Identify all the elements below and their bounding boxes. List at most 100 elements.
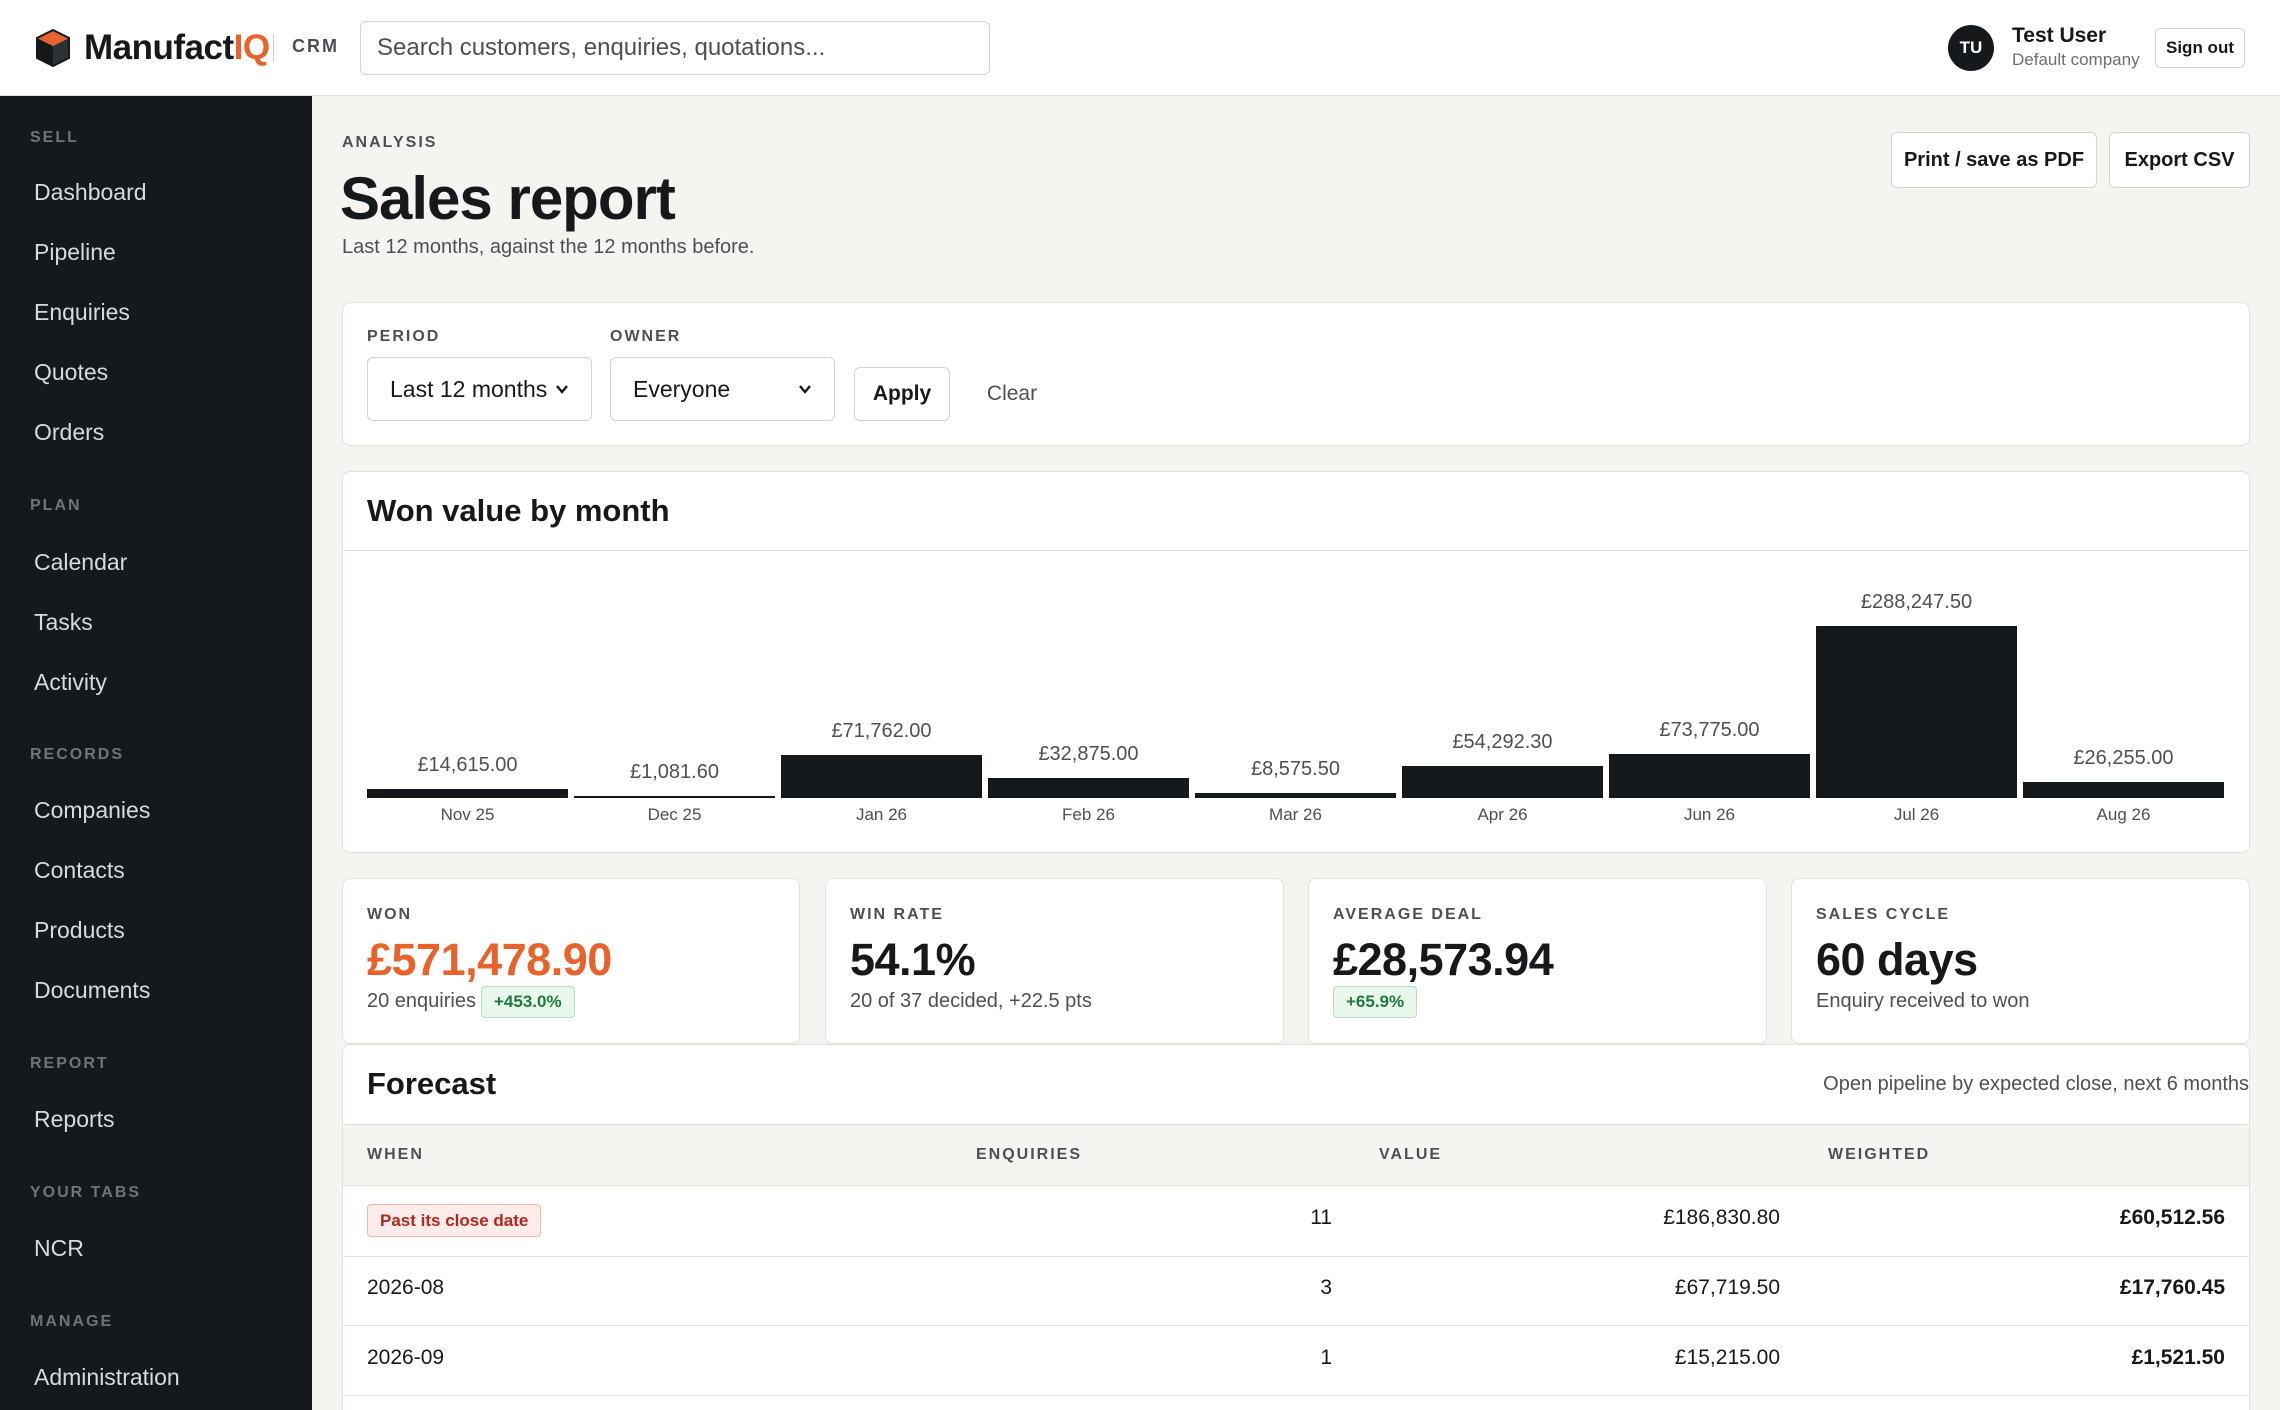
column-header-value: VALUE (1379, 1146, 1443, 1163)
kpi-card-win-rate (825, 878, 1284, 1044)
kpi-won-label: WON (367, 906, 413, 923)
row-1-value: £67,719.50 (1674, 1276, 1780, 1299)
bar-value-label: £14,615.00 (417, 754, 518, 776)
forecast-card (342, 1044, 2250, 1410)
column-header-when: WHEN (367, 1146, 424, 1163)
clear-button[interactable]: Clear (972, 367, 1052, 421)
x-axis-tick-label: Apr 26 (1477, 805, 1528, 824)
x-axis-tick-label: Feb 26 (1062, 805, 1115, 824)
sidebar-group-report: REPORT (30, 1055, 109, 1072)
x-axis-tick-label: Aug 26 (2096, 805, 2151, 824)
kpi-average-deal-label: AVERAGE DEAL (1333, 906, 1483, 923)
chevron-down-icon (799, 385, 811, 394)
x-axis-tick-label: Nov 25 (440, 805, 495, 824)
kpi-average-deal-value: £28,573.94 (1333, 934, 1554, 985)
chart-bar (1609, 754, 1810, 798)
logo[interactable]: ManufactIQ (34, 26, 270, 70)
search-input[interactable] (360, 21, 990, 75)
sidebar-group-sell: SELL (30, 129, 79, 146)
sidebar (0, 96, 312, 1410)
kpi-won-change-badge: +453.0% (481, 986, 575, 1018)
row-divider (343, 1325, 2249, 1326)
sidebar-item-activity[interactable]: Activity (34, 669, 107, 695)
row-0-weighted: £60,512.56 (2119, 1206, 2225, 1229)
owner-select[interactable]: Everyone (610, 357, 835, 421)
kpi-sales-cycle-value: 60 days (1816, 934, 1978, 985)
chart-bar (1402, 766, 1603, 798)
x-axis-tick-label: Jun 26 (1683, 805, 1736, 824)
bar-value-label: £26,255.00 (2073, 747, 2174, 769)
sidebar-group-your-tabs: YOUR TABS (30, 1184, 142, 1201)
chart-bar (988, 778, 1189, 798)
sidebar-item-orders[interactable]: Orders (34, 419, 105, 445)
chart-header-divider (343, 550, 2249, 551)
period-select[interactable]: Last 12 months (367, 357, 592, 421)
sidebar-group-manage: MANAGE (30, 1313, 114, 1330)
chart-title: Won value by month (367, 493, 670, 528)
export-csv-button[interactable]: Export CSV (2109, 132, 2250, 188)
period-select-value: Last 12 months (390, 375, 548, 402)
page-title: Sales report (340, 165, 676, 232)
sidebar-group-records: RECORDS (30, 746, 125, 763)
kpi-won-note: 20 enquiries (367, 990, 476, 1012)
column-header-weighted: WEIGHTED (1828, 1146, 1931, 1163)
product-tag: CRM (292, 36, 339, 56)
sidebar-item-administration[interactable]: Administration (34, 1364, 180, 1390)
bar-value-label: £73,775.00 (1659, 719, 1760, 741)
chart-bar (574, 796, 775, 798)
sidebar-item-enquiries[interactable]: Enquiries (34, 299, 130, 325)
sidebar-item-companies[interactable]: Companies (34, 797, 151, 823)
chart-bar (781, 755, 982, 798)
row-2-when: 2026-09 (367, 1346, 445, 1369)
row-0-enquiries: 11 (1310, 1206, 1332, 1229)
sidebar-item-quotes[interactable]: Quotes (34, 359, 109, 385)
row-divider (343, 1395, 2249, 1396)
kpi-sales-cycle-note: Enquiry received to won (1816, 990, 2030, 1012)
sidebar-item-pipeline[interactable]: Pipeline (34, 239, 116, 265)
sidebar-item-reports[interactable]: Reports (34, 1106, 115, 1132)
sidebar-item-documents[interactable]: Documents (34, 977, 151, 1003)
sidebar-item-ncr[interactable]: NCR (34, 1235, 84, 1261)
cube-logo-icon (36, 28, 70, 68)
page-eyebrow: ANALYSIS (342, 134, 438, 151)
logo-wordmark: ManufactIQ (84, 28, 270, 67)
chart-bar (1195, 793, 1396, 798)
top-bar: ManufactIQ CRM TU Test User Default comp… (0, 0, 2280, 96)
sign-out-button[interactable]: Sign out (2155, 28, 2245, 68)
row-1-when: 2026-08 (367, 1276, 445, 1299)
chevron-down-icon (556, 385, 568, 394)
bar-value-label: £288,247.50 (1860, 591, 1973, 613)
sidebar-group-plan: PLAN (30, 497, 82, 514)
bar-value-label: £1,081.60 (630, 761, 719, 783)
row-divider (343, 1256, 2249, 1257)
kpi-sales-cycle-label: SALES CYCLE (1816, 906, 1951, 923)
row-2-weighted: £1,521.50 (2131, 1346, 2225, 1369)
sidebar-item-contacts[interactable]: Contacts (34, 857, 125, 883)
user-company: Default company (2012, 50, 2140, 69)
x-axis-tick-label: Jan 26 (855, 805, 908, 824)
x-axis-tick-label: Dec 25 (647, 805, 702, 824)
kpi-win-rate-note: 20 of 37 decided, +22.5 pts (850, 990, 1092, 1012)
page-subtitle: Last 12 months, against the 12 months be… (342, 236, 755, 258)
kpi-won-value: £571,478.90 (367, 934, 612, 985)
kpi-card-sales-cycle (1791, 878, 2250, 1044)
chart-bar (1816, 626, 2017, 798)
overdue-status-badge: Past its close date (367, 1204, 542, 1237)
sidebar-item-products[interactable]: Products (34, 917, 125, 943)
chart-bar (2023, 782, 2224, 798)
avatar[interactable]: TU (1948, 25, 1994, 71)
apply-button[interactable]: Apply (854, 367, 950, 421)
kpi-average-deal-change-badge: +65.9% (1333, 986, 1418, 1018)
sidebar-item-calendar[interactable]: Calendar (34, 549, 128, 575)
sidebar-item-tasks[interactable]: Tasks (34, 609, 93, 635)
bar-value-label: £71,762.00 (831, 720, 932, 742)
bar-value-label: £32,875.00 (1038, 743, 1139, 765)
print-pdf-button[interactable]: Print / save as PDF (1891, 132, 2097, 188)
sidebar-item-dashboard[interactable]: Dashboard (34, 179, 147, 205)
forecast-title: Forecast (367, 1066, 497, 1101)
row-0-value: £186,830.80 (1663, 1206, 1780, 1229)
header-divider (273, 34, 274, 62)
chart-bar (367, 789, 568, 798)
row-2-enquiries: 1 (1320, 1346, 1332, 1369)
period-label: PERIOD (367, 328, 441, 345)
